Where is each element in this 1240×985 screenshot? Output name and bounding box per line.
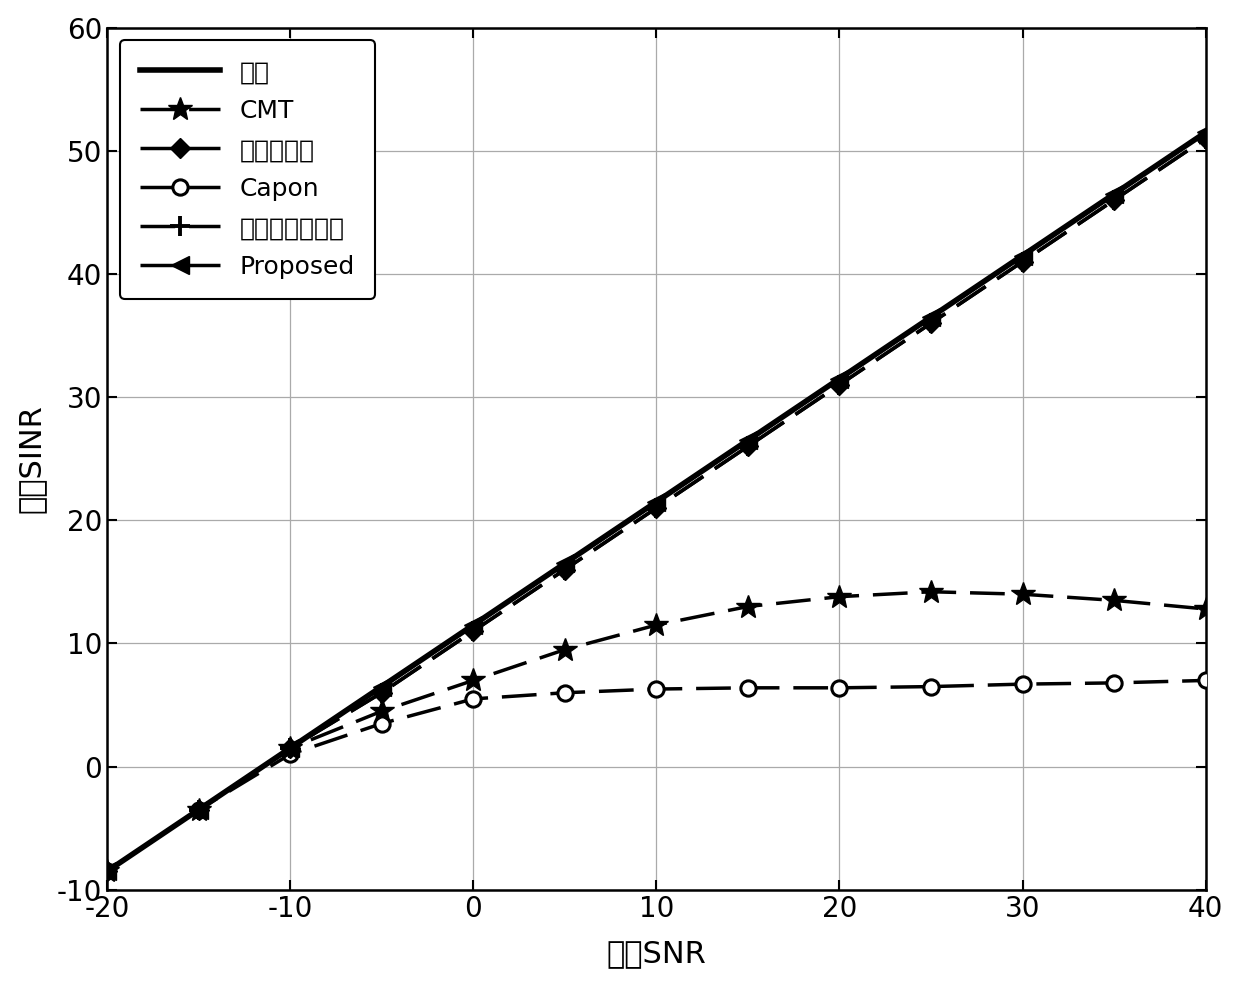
- 协方差矩阵重构: [191, 804, 206, 816]
- Capon: [1016, 679, 1030, 690]
- Capon: [924, 681, 939, 692]
- 协方差矩阵重构: [1106, 194, 1121, 206]
- 理想: [1198, 126, 1213, 138]
- 理想: [374, 681, 389, 692]
- Line: Capon: Capon: [99, 673, 1213, 879]
- 理想: [283, 743, 298, 755]
- Capon: [283, 749, 298, 760]
- 多参数约束: [924, 317, 939, 329]
- Capon: [1106, 677, 1121, 689]
- Proposed: [1016, 249, 1030, 261]
- 协方差矩阵重构: [740, 440, 755, 452]
- CMT: [99, 866, 114, 878]
- 多参数约束: [649, 502, 663, 514]
- 多参数约束: [1106, 194, 1121, 206]
- 理想: [99, 866, 114, 878]
- 多参数约束: [374, 687, 389, 698]
- 协方差矩阵重构: [374, 687, 389, 698]
- Y-axis label: 输出SINR: 输出SINR: [16, 404, 46, 513]
- 协方差矩阵重构: [283, 743, 298, 755]
- 多参数约束: [283, 743, 298, 755]
- CMT: [374, 705, 389, 717]
- 理想: [191, 804, 206, 816]
- Capon: [832, 682, 847, 693]
- 协方差矩阵重构: [557, 563, 572, 575]
- Proposed: [466, 620, 481, 631]
- 理想: [1106, 188, 1121, 200]
- Line: 理想: 理想: [107, 132, 1205, 872]
- Proposed: [283, 743, 298, 755]
- Capon: [99, 866, 114, 878]
- 协方差矩阵重构: [466, 625, 481, 637]
- Proposed: [832, 372, 847, 384]
- 理想: [740, 434, 755, 446]
- 协方差矩阵重构: [1016, 256, 1030, 268]
- 协方差矩阵重构: [649, 502, 663, 514]
- Capon: [1198, 675, 1213, 687]
- Capon: [374, 718, 389, 730]
- 协方差矩阵重构: [1198, 133, 1213, 145]
- 多参数约束: [1016, 256, 1030, 268]
- CMT: [649, 620, 663, 631]
- 协方差矩阵重构: [924, 317, 939, 329]
- Capon: [649, 684, 663, 695]
- 多参数约束: [557, 563, 572, 575]
- 协方差矩阵重构: [99, 866, 114, 878]
- CMT: [832, 591, 847, 603]
- CMT: [1106, 595, 1121, 607]
- CMT: [740, 601, 755, 613]
- Legend: 理想, CMT, 多参数约束, Capon, 协方差矩阵重构, Proposed: 理想, CMT, 多参数约束, Capon, 协方差矩阵重构, Proposed: [119, 40, 374, 299]
- Capon: [740, 682, 755, 693]
- Proposed: [740, 434, 755, 446]
- Proposed: [99, 866, 114, 878]
- Proposed: [557, 558, 572, 569]
- Line: 协方差矩阵重构: 协方差矩阵重构: [97, 129, 1215, 881]
- CMT: [557, 644, 572, 656]
- CMT: [1198, 603, 1213, 615]
- Proposed: [191, 804, 206, 816]
- CMT: [283, 743, 298, 755]
- 多参数约束: [740, 440, 755, 452]
- Line: Proposed: Proposed: [98, 123, 1215, 881]
- Proposed: [374, 681, 389, 692]
- Capon: [466, 693, 481, 705]
- 多参数约束: [832, 379, 847, 391]
- 多参数约束: [99, 866, 114, 878]
- Proposed: [1198, 126, 1213, 138]
- CMT: [1016, 588, 1030, 600]
- Capon: [557, 687, 572, 698]
- 理想: [649, 495, 663, 507]
- 理想: [557, 558, 572, 569]
- 理想: [832, 372, 847, 384]
- Line: 多参数约束: 多参数约束: [100, 132, 1213, 879]
- CMT: [466, 675, 481, 687]
- 多参数约束: [191, 804, 206, 816]
- 理想: [466, 620, 481, 631]
- Line: CMT: CMT: [94, 579, 1218, 884]
- Proposed: [924, 311, 939, 323]
- 理想: [1016, 249, 1030, 261]
- 理想: [924, 311, 939, 323]
- CMT: [191, 804, 206, 816]
- 协方差矩阵重构: [832, 379, 847, 391]
- 多参数约束: [1198, 133, 1213, 145]
- X-axis label: 输入SNR: 输入SNR: [606, 940, 707, 968]
- Capon: [191, 804, 206, 816]
- 多参数约束: [466, 625, 481, 637]
- Proposed: [649, 495, 663, 507]
- CMT: [924, 586, 939, 598]
- Proposed: [1106, 188, 1121, 200]
